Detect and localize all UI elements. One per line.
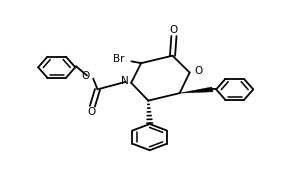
- Text: N: N: [121, 76, 129, 86]
- Text: Br: Br: [113, 54, 124, 64]
- Text: O: O: [194, 66, 202, 76]
- Polygon shape: [180, 87, 213, 93]
- Text: O: O: [169, 25, 177, 35]
- Text: O: O: [81, 70, 89, 81]
- Text: O: O: [88, 107, 96, 117]
